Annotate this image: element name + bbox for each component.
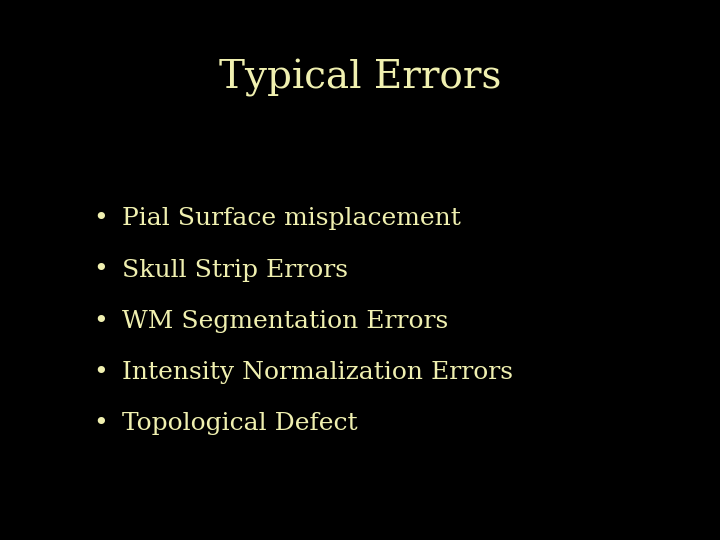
Text: Typical Errors: Typical Errors: [219, 59, 501, 97]
Text: •: •: [94, 361, 108, 384]
Text: Intensity Normalization Errors: Intensity Normalization Errors: [122, 361, 513, 384]
Text: •: •: [94, 207, 108, 230]
Text: •: •: [94, 310, 108, 333]
Text: Topological Defect: Topological Defect: [122, 413, 358, 435]
Text: •: •: [94, 413, 108, 435]
Text: Pial Surface misplacement: Pial Surface misplacement: [122, 207, 462, 230]
Text: •: •: [94, 259, 108, 281]
Text: WM Segmentation Errors: WM Segmentation Errors: [122, 310, 449, 333]
Text: Skull Strip Errors: Skull Strip Errors: [122, 259, 348, 281]
